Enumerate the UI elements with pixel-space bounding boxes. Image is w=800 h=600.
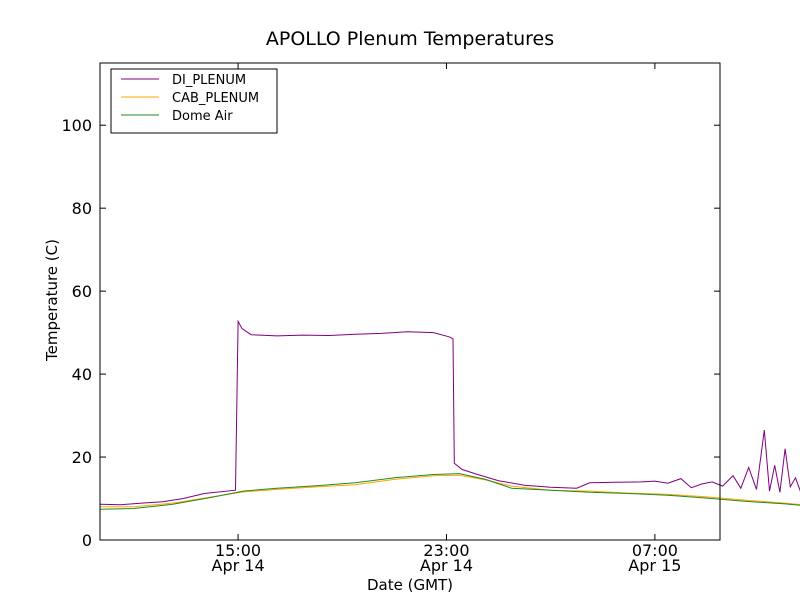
y-tick-label: 80 [72,199,92,218]
x-axis-label: Date (GMT) [367,576,453,594]
legend: DI_PLENUM CAB_PLENUM Dome Air [110,68,278,134]
y-axis-label: Temperature (C) [43,239,61,362]
y-tick-label: 60 [72,282,92,301]
plot-frame [99,62,721,541]
x-tick-label-time: 15:00 [215,541,261,560]
y-tick-label: 20 [72,448,92,467]
y-tick-label: 0 [82,531,92,550]
x-tick-label-date: Apr 14 [420,556,473,575]
y-tick-label: 100 [61,116,92,135]
legend-box [110,68,278,134]
x-tick-label-date: Apr 14 [212,556,265,575]
x-tick-label-time: 23:00 [423,541,469,560]
legend-label: Dome Air [172,109,233,124]
series-line-dome-air [99,473,800,510]
legend-label: DI_PLENUM [172,73,246,88]
series-line-di-plenum [99,319,800,506]
series-layer [99,319,800,510]
y-tick-label: 40 [72,365,92,384]
x-tick-label-date: Apr 15 [628,556,681,575]
x-tick-label-time: 07:00 [632,541,678,560]
series-line-cab-plenum [100,474,800,508]
chart-title: APOLLO Plenum Temperatures [266,28,554,50]
legend-label: CAB_PLENUM [172,91,259,106]
